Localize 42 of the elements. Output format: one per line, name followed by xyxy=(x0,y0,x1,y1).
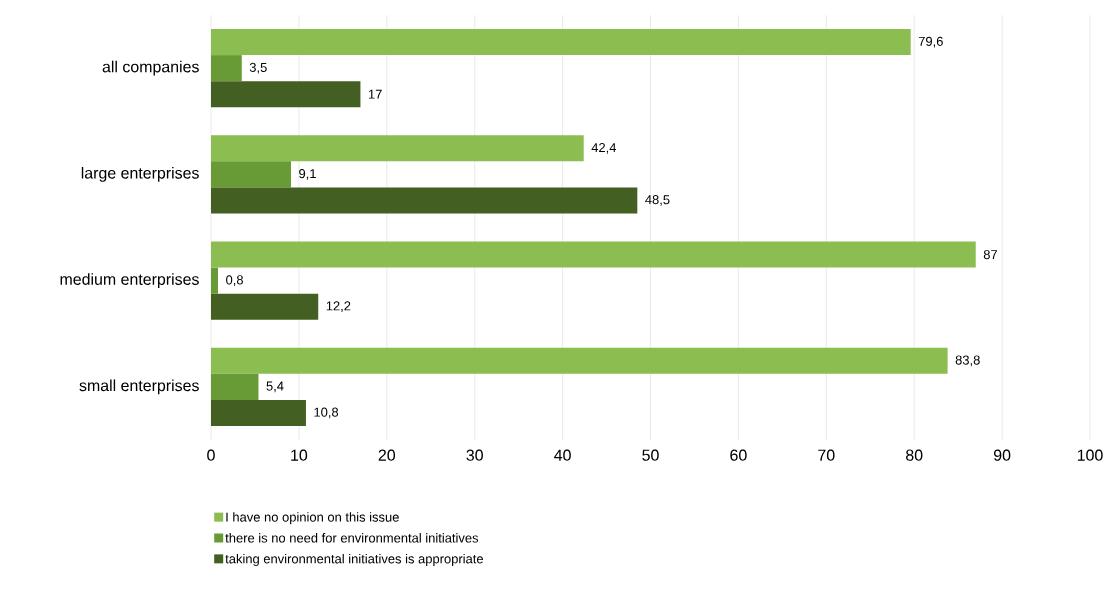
data-label: 48,5 xyxy=(645,195,670,206)
x-tick-label: 10 xyxy=(291,449,308,461)
y-tick-label: small enterprises xyxy=(79,379,199,395)
data-label: 0,8 xyxy=(226,275,243,286)
data-label: 83,8 xyxy=(955,355,980,367)
bar xyxy=(211,373,259,400)
data-label: 87 xyxy=(983,250,998,260)
bar xyxy=(211,81,361,108)
bar xyxy=(211,241,976,268)
x-tick-label: 70 xyxy=(818,449,835,461)
data-label: 12,2 xyxy=(326,301,351,313)
y-tick-label: medium enterprises xyxy=(60,273,199,289)
x-tick-label: 40 xyxy=(554,449,571,461)
y-tick-label: all companies xyxy=(102,60,199,76)
x-tick-label: 100 xyxy=(1077,449,1103,461)
data-label: 3,5 xyxy=(249,62,267,74)
x-tick-label: 80 xyxy=(906,449,923,461)
x-tick-label: 60 xyxy=(730,449,747,461)
data-label: 9,1 xyxy=(299,169,316,180)
bar xyxy=(211,347,948,374)
bar xyxy=(211,399,306,426)
bar xyxy=(211,293,319,320)
data-label: 79,6 xyxy=(918,36,943,48)
bar xyxy=(211,267,219,294)
x-tick-label: 30 xyxy=(466,449,483,461)
bar xyxy=(211,187,638,214)
data-label: 42,4 xyxy=(591,142,617,154)
x-tick-label: 0 xyxy=(207,449,215,461)
y-tick-label: large enterprises xyxy=(81,166,199,182)
legend-label: I have no opinion on this issue xyxy=(226,512,399,525)
legend-label: there is no need for environmental initiatives xyxy=(225,533,479,543)
data-label: 5,4 xyxy=(266,381,284,393)
x-tick-label: 20 xyxy=(378,449,396,461)
x-tick-label: 50 xyxy=(642,449,659,461)
legend-label: taking environmental initiatives is appropriate xyxy=(225,553,483,566)
bar xyxy=(211,135,584,162)
x-tick-label: 90 xyxy=(993,449,1011,461)
data-label: 17 xyxy=(368,89,382,99)
data-label: 10,8 xyxy=(314,407,339,419)
bar xyxy=(211,55,242,82)
bar xyxy=(211,161,291,188)
bar xyxy=(211,29,911,56)
